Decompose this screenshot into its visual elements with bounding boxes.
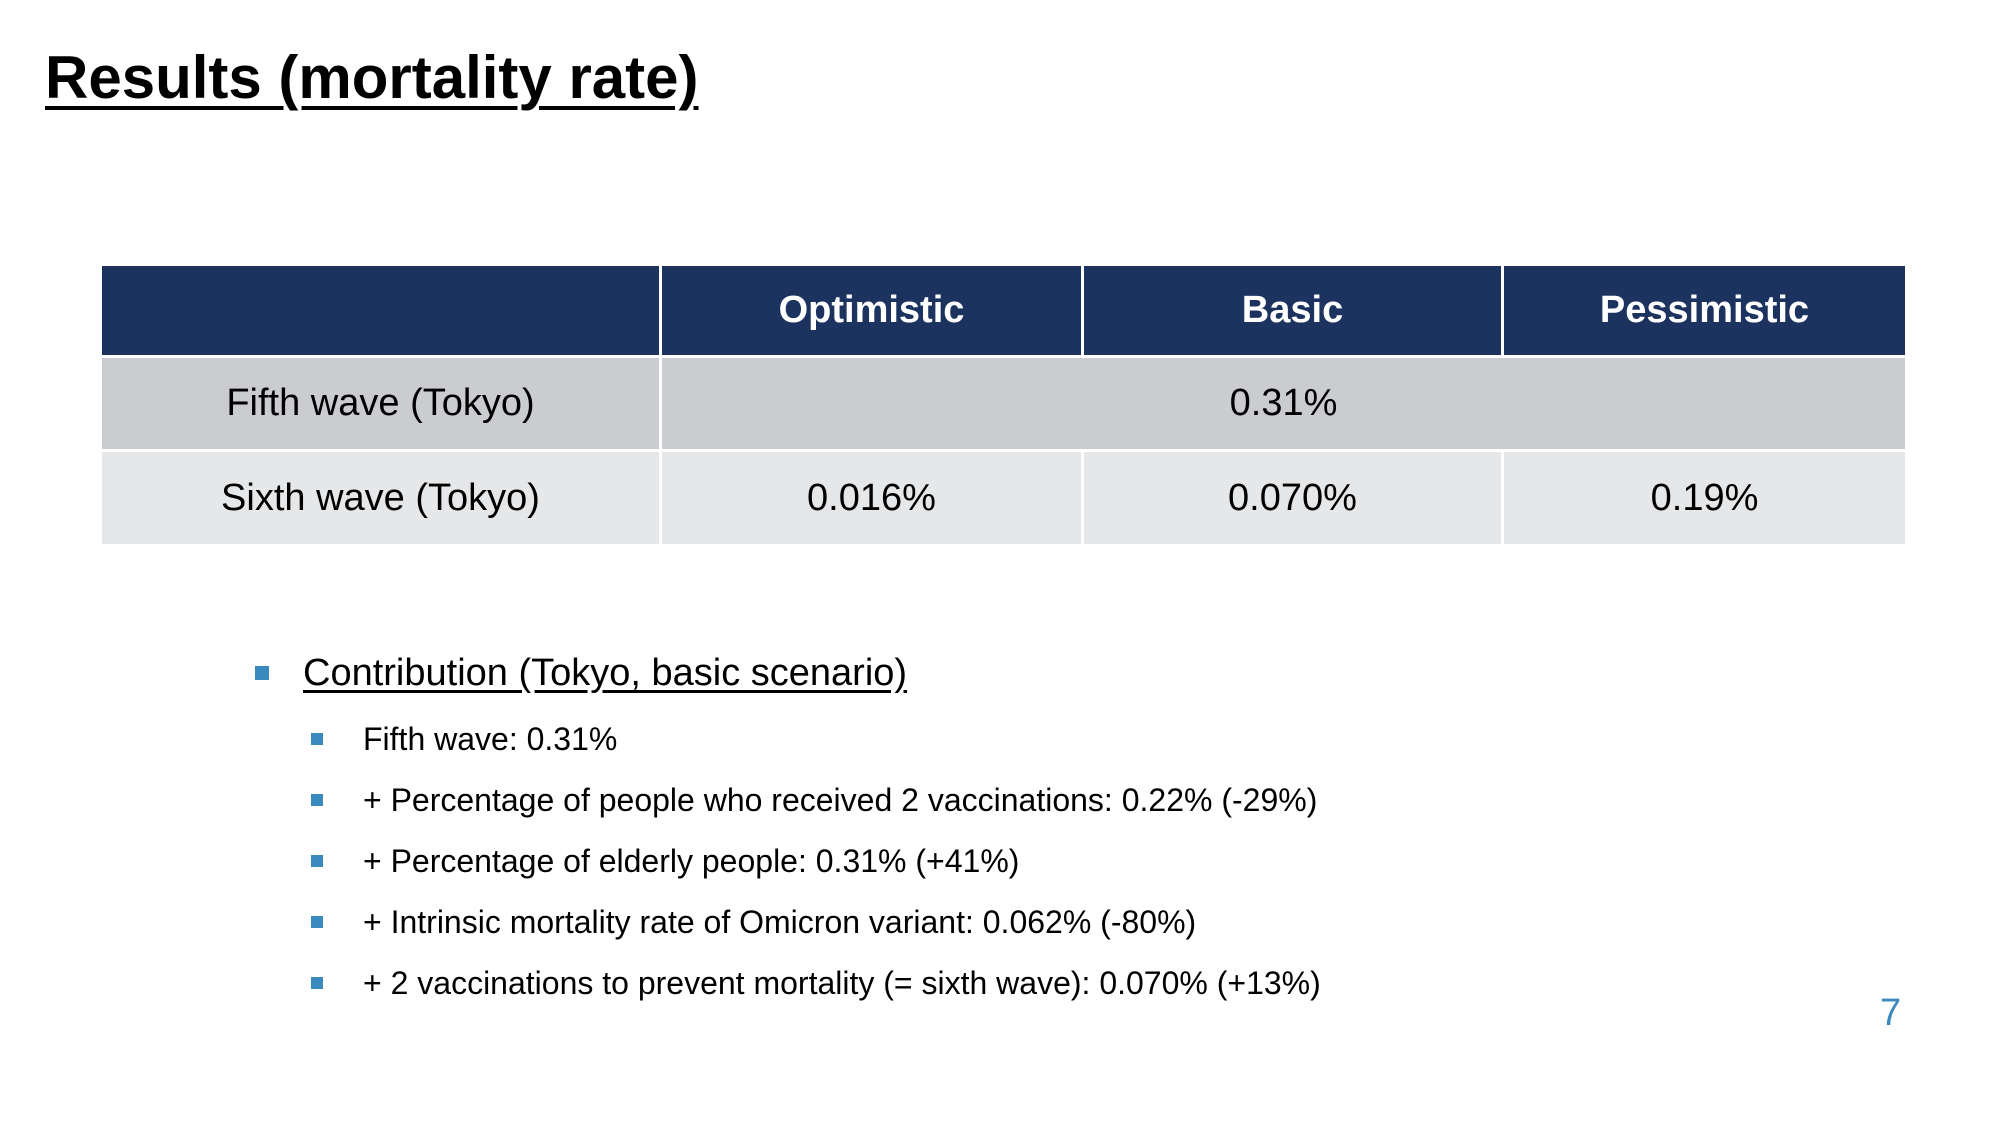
header-basic: Basic — [1081, 263, 1504, 358]
square-bullet-icon — [311, 855, 323, 867]
header-empty — [99, 263, 662, 358]
contribution-sub-list: Fifth wave: 0.31% + Percentage of people… — [311, 719, 1321, 1003]
table-row: Sixth wave (Tokyo) 0.016% 0.070% 0.19% — [99, 449, 1908, 547]
square-bullet-icon — [311, 794, 323, 806]
sixth-wave-basic: 0.070% — [1081, 449, 1504, 547]
sixth-wave-optimistic: 0.016% — [659, 449, 1084, 547]
list-item-text: Fifth wave: 0.31% — [363, 721, 618, 757]
square-bullet-icon — [311, 977, 323, 989]
table-row: Fifth wave (Tokyo) 0.31% — [99, 355, 1908, 452]
list-item: + Percentage of elderly people: 0.31% (+… — [311, 841, 1321, 881]
results-table: Optimistic Basic Pessimistic Fifth wave … — [99, 263, 1908, 547]
page-number: 7 — [1880, 992, 1902, 1034]
square-bullet-icon — [311, 916, 323, 928]
fifth-wave-value: 0.31% — [659, 355, 1908, 452]
header-optimistic: Optimistic — [659, 263, 1084, 358]
list-item: Contribution (Tokyo, basic scenario) — [255, 648, 1321, 698]
table-header-row: Optimistic Basic Pessimistic — [99, 263, 1908, 358]
list-item: + Intrinsic mortality rate of Omicron va… — [311, 902, 1321, 942]
square-bullet-icon — [255, 666, 269, 680]
list-item-text: + Percentage of people who received 2 va… — [363, 782, 1318, 818]
list-item-text: + Intrinsic mortality rate of Omicron va… — [363, 904, 1197, 940]
slide-title: Results (mortality rate) — [45, 44, 699, 111]
list-item-text: + 2 vaccinations to prevent mortality (=… — [363, 965, 1321, 1001]
list-item: + 2 vaccinations to prevent mortality (=… — [311, 963, 1321, 1003]
header-pessimistic: Pessimistic — [1501, 263, 1908, 358]
list-item: Fifth wave: 0.31% — [311, 719, 1321, 759]
contribution-list: Contribution (Tokyo, basic scenario) Fif… — [255, 648, 1321, 1003]
row-label-sixth-wave: Sixth wave (Tokyo) — [99, 449, 662, 547]
list-item: + Percentage of people who received 2 va… — [311, 780, 1321, 820]
sixth-wave-pessimistic: 0.19% — [1501, 449, 1908, 547]
contribution-heading: Contribution (Tokyo, basic scenario) — [303, 652, 908, 694]
list-item-text: + Percentage of elderly people: 0.31% (+… — [363, 843, 1020, 879]
square-bullet-icon — [311, 733, 323, 745]
row-label-fifth-wave: Fifth wave (Tokyo) — [99, 355, 662, 452]
